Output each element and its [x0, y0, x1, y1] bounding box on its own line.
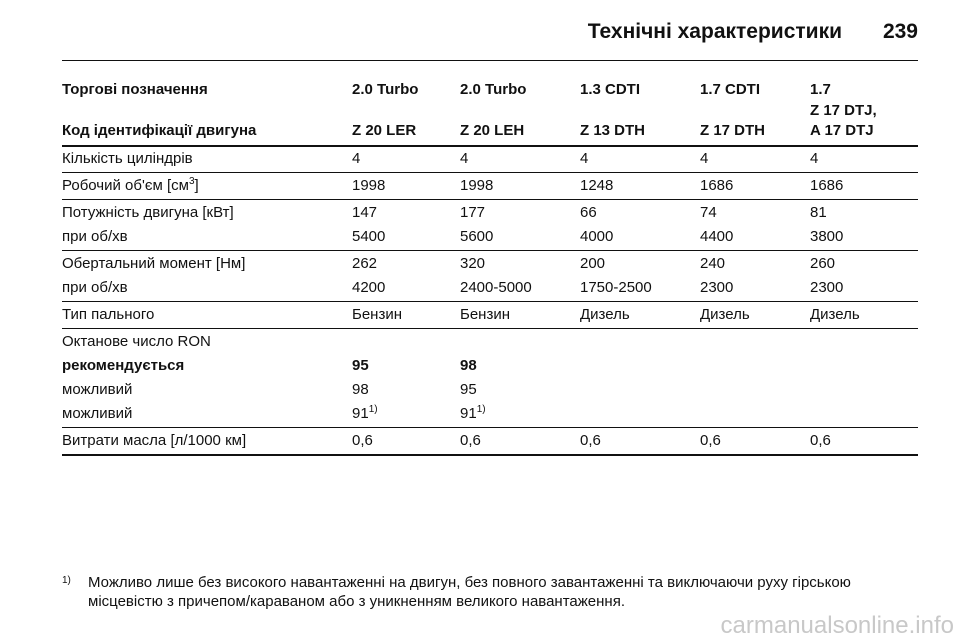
cell: 1686	[700, 177, 734, 194]
cell: Витрати масла [л/1000 км]	[62, 432, 247, 449]
cell: 1998	[352, 177, 386, 194]
cell: Z 17 DTH	[700, 122, 766, 139]
watermark: carmanualsonline.info	[720, 612, 954, 639]
cell: 262	[352, 255, 378, 272]
cell: Октанове число RON	[62, 333, 211, 350]
cell: 1.3 CDTI	[580, 81, 641, 98]
cell: Z 20 LEH	[460, 122, 525, 139]
cell: при об/хв	[62, 279, 128, 296]
cell: 0,6	[700, 432, 721, 449]
cell: 911)	[352, 405, 378, 423]
cell: 4200	[352, 279, 386, 296]
cell: Z 20 LER	[352, 122, 417, 139]
cell: 2.0 Turbo	[352, 81, 419, 98]
cell-text: 91	[352, 405, 369, 422]
cell: 81	[810, 204, 827, 221]
cell: 4	[352, 150, 361, 167]
cell: 4	[460, 150, 469, 167]
cell: Бензин	[352, 306, 403, 323]
cell: 98	[460, 357, 477, 374]
cell: 0,6	[352, 432, 373, 449]
cell-text: Робочий об'єм [см	[62, 177, 189, 194]
cell: можливий	[62, 381, 133, 398]
cell: Дизель	[700, 306, 750, 323]
page-number: 239	[882, 20, 918, 43]
cell: 200	[580, 255, 606, 272]
cell: 4	[580, 150, 589, 167]
cell: Дизель	[580, 306, 630, 323]
cell: при об/хв	[62, 228, 128, 245]
cell: Обертальний момент [Нм]	[62, 255, 246, 272]
cell: 95	[352, 357, 369, 374]
table-rule	[62, 172, 918, 173]
header-rule	[62, 60, 918, 61]
cell: 2400-5000	[460, 279, 532, 296]
cell: 66	[580, 204, 597, 221]
cell: Дизель	[810, 306, 860, 323]
cell: 320	[460, 255, 486, 272]
cell: можливий	[62, 405, 133, 422]
cell: 177	[460, 204, 486, 221]
cell: 0,6	[460, 432, 481, 449]
cell: Z 17 DTJ,	[810, 102, 877, 119]
cell: A 17 DTJ	[810, 122, 874, 139]
cell: Потужність двигуна [кВт]	[62, 204, 234, 221]
table-rule	[62, 145, 918, 147]
cell: 4400	[700, 228, 734, 245]
cell: 4	[810, 150, 819, 167]
cell: 5400	[352, 228, 386, 245]
cell-text: 91	[460, 405, 477, 422]
table-rule	[62, 328, 918, 329]
cell: 4	[700, 150, 709, 167]
superscript: 1)	[476, 404, 486, 415]
cell: 147	[352, 204, 378, 221]
superscript: 3	[188, 176, 195, 187]
cell: 74	[700, 204, 717, 221]
cell: Тип пального	[62, 306, 155, 323]
cell: Z 13 DTH	[580, 122, 646, 139]
cell: 95	[460, 381, 477, 398]
cell: Кількість циліндрів	[62, 150, 193, 167]
cell: 98	[352, 381, 369, 398]
cell: Код ідентифікації двигуна	[62, 122, 257, 139]
cell: 1248	[580, 177, 614, 194]
cell: 2300	[810, 279, 844, 296]
table-rule	[62, 454, 918, 456]
table-rule	[62, 427, 918, 428]
cell: 240	[700, 255, 726, 272]
cell: 4000	[580, 228, 614, 245]
table-rule	[62, 199, 918, 200]
footnote-line: місцевістю з причепом/караваном або з ун…	[88, 593, 625, 610]
cell: 2.0 Turbo	[460, 81, 527, 98]
cell: 260	[810, 255, 836, 272]
cell: 1.7 CDTI	[700, 81, 761, 98]
cell: 1686	[810, 177, 844, 194]
cell: 1750-2500	[580, 279, 652, 296]
cell: 5600	[460, 228, 494, 245]
cell: 1998	[460, 177, 494, 194]
footnote-line: Можливо лише без високого навантаженні н…	[88, 574, 851, 591]
footnote-mark: 1)	[62, 575, 71, 586]
cell: 3800	[810, 228, 844, 245]
cell: 0,6	[810, 432, 831, 449]
cell: 1.7	[810, 81, 831, 98]
table-rule	[62, 301, 918, 302]
table-rule	[62, 250, 918, 251]
page-title: Технічні характеристики	[587, 20, 842, 43]
cell: 0,6	[580, 432, 601, 449]
cell: Торгові позначення	[62, 81, 208, 98]
superscript: 1)	[368, 404, 378, 415]
cell: Бензин	[460, 306, 511, 323]
cell: рекомендується	[62, 357, 185, 374]
cell: 2300	[700, 279, 734, 296]
cell: 911)	[460, 405, 486, 423]
cell: Робочий об'єм [см3]	[62, 177, 199, 195]
cell-text: ]	[194, 177, 199, 194]
